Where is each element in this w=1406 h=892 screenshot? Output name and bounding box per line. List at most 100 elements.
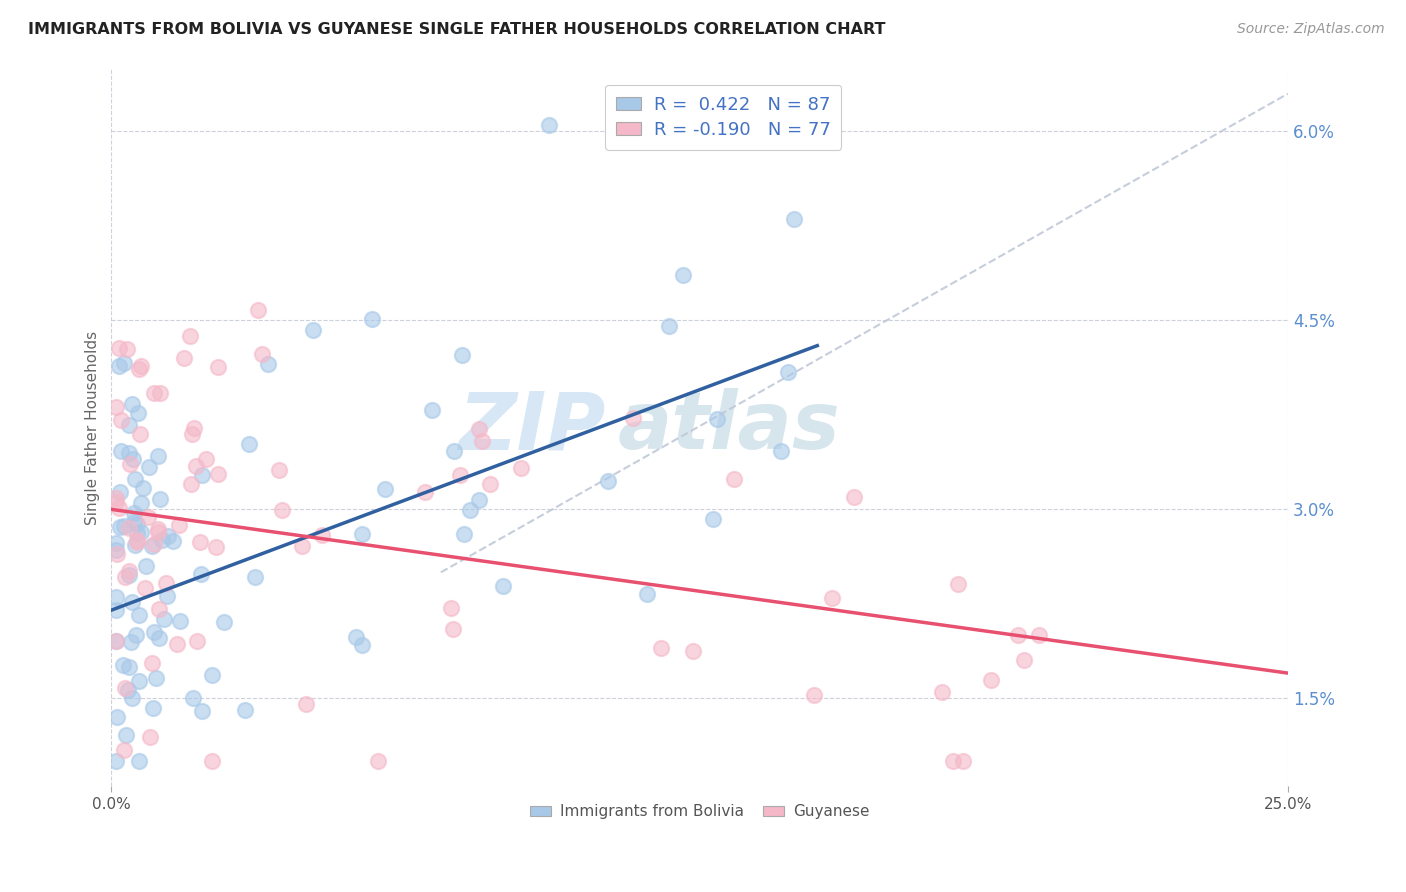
Point xyxy=(127,533,149,548)
Point xyxy=(114,728,136,742)
Point xyxy=(108,500,131,515)
Point xyxy=(129,496,152,510)
Point xyxy=(1007,627,1029,641)
Point xyxy=(449,468,471,483)
Point xyxy=(118,445,141,459)
Point xyxy=(783,211,806,226)
Point xyxy=(702,512,724,526)
Point xyxy=(146,522,169,536)
Point xyxy=(167,517,190,532)
Point xyxy=(127,517,149,532)
Point xyxy=(146,525,169,540)
Point xyxy=(491,578,513,592)
Point xyxy=(105,547,128,561)
Point xyxy=(302,323,325,337)
Point xyxy=(479,476,502,491)
Point xyxy=(142,701,165,715)
Point xyxy=(821,591,844,605)
Point xyxy=(706,412,728,426)
Point xyxy=(207,467,229,481)
Point xyxy=(636,587,658,601)
Point xyxy=(108,520,131,534)
Point xyxy=(621,410,644,425)
Point xyxy=(127,406,149,420)
Point xyxy=(150,533,173,547)
Point xyxy=(946,576,969,591)
Point xyxy=(155,589,177,603)
Point xyxy=(134,581,156,595)
Point xyxy=(188,535,211,549)
Point xyxy=(139,730,162,744)
Point xyxy=(672,268,695,282)
Point xyxy=(105,536,128,550)
Point xyxy=(122,506,145,520)
Point xyxy=(143,385,166,400)
Point xyxy=(344,630,367,644)
Point xyxy=(776,365,799,379)
Point xyxy=(295,698,318,712)
Point xyxy=(1028,628,1050,642)
Point xyxy=(183,691,205,706)
Text: IMMIGRANTS FROM BOLIVIA VS GUYANESE SINGLE FATHER HOUSEHOLDS CORRELATION CHART: IMMIGRANTS FROM BOLIVIA VS GUYANESE SING… xyxy=(28,22,886,37)
Point xyxy=(180,427,202,442)
Point xyxy=(122,515,145,529)
Point xyxy=(271,502,294,516)
Point xyxy=(952,754,974,768)
Point xyxy=(108,359,131,373)
Point xyxy=(191,704,214,718)
Point xyxy=(201,754,224,768)
Point xyxy=(980,673,1002,687)
Point xyxy=(105,634,128,648)
Point xyxy=(105,542,128,557)
Point xyxy=(121,595,143,609)
Point xyxy=(413,484,436,499)
Point xyxy=(471,434,494,448)
Point xyxy=(138,459,160,474)
Point xyxy=(110,413,132,427)
Point xyxy=(128,754,150,768)
Point xyxy=(361,311,384,326)
Point xyxy=(125,525,148,540)
Point xyxy=(124,472,146,486)
Point xyxy=(374,483,396,497)
Point xyxy=(105,634,128,648)
Point xyxy=(420,403,443,417)
Point xyxy=(467,493,489,508)
Point xyxy=(129,359,152,373)
Point xyxy=(453,527,475,541)
Point xyxy=(842,490,865,504)
Point xyxy=(179,329,201,343)
Point xyxy=(105,709,128,723)
Point xyxy=(205,540,228,554)
Point xyxy=(148,602,170,616)
Point xyxy=(114,743,136,757)
Point xyxy=(162,533,184,548)
Text: Source: ZipAtlas.com: Source: ZipAtlas.com xyxy=(1237,22,1385,37)
Point xyxy=(129,427,152,442)
Point xyxy=(117,660,139,674)
Point xyxy=(441,622,464,636)
Point xyxy=(141,656,163,670)
Point xyxy=(166,637,188,651)
Point xyxy=(114,681,136,695)
Point xyxy=(243,570,266,584)
Point xyxy=(128,361,150,376)
Point xyxy=(141,539,163,553)
Point xyxy=(143,625,166,640)
Point xyxy=(194,452,217,467)
Legend: Immigrants from Bolivia, Guyanese: Immigrants from Bolivia, Guyanese xyxy=(523,798,876,825)
Point xyxy=(110,443,132,458)
Point xyxy=(117,683,139,698)
Point xyxy=(256,357,278,371)
Point xyxy=(214,615,236,629)
Point xyxy=(105,754,128,768)
Point xyxy=(173,351,195,366)
Point xyxy=(155,575,177,590)
Point xyxy=(131,524,153,539)
Point xyxy=(267,463,290,477)
Point xyxy=(290,539,312,553)
Point xyxy=(169,614,191,628)
Point xyxy=(121,691,143,706)
Point xyxy=(233,703,256,717)
Point xyxy=(190,467,212,482)
